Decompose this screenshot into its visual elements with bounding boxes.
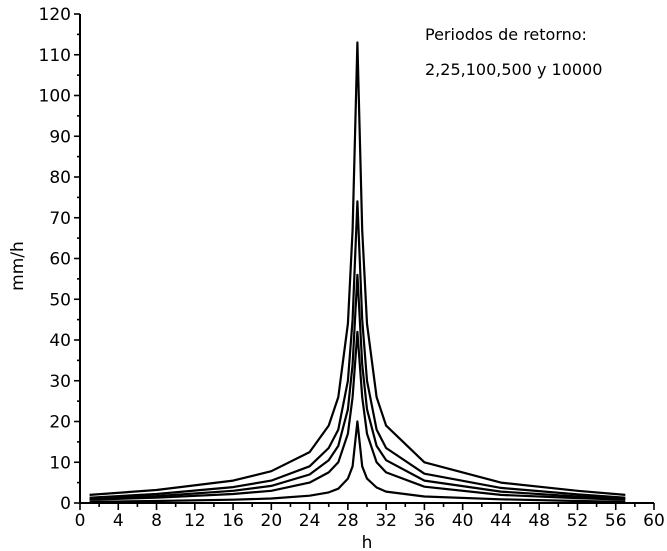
x-tick-label: 32 — [375, 511, 397, 531]
y-tick-label: 0 — [60, 494, 71, 514]
x-tick-label: 24 — [299, 511, 321, 531]
x-tick-label: 16 — [222, 511, 244, 531]
x-tick-label: 40 — [452, 511, 474, 531]
y-tick-label: 100 — [39, 87, 71, 107]
y-axis-label: mm/h — [8, 241, 28, 291]
x-tick-label: 0 — [75, 511, 86, 531]
series-line-2 — [89, 330, 626, 501]
series-line-1 — [89, 420, 626, 503]
y-tick-label: 50 — [49, 290, 71, 310]
series-group — [89, 41, 626, 503]
annotation-title: Periodos de retorno: — [425, 25, 587, 44]
x-tick-label: 36 — [414, 511, 436, 531]
y-tick-label: 20 — [49, 413, 71, 433]
x-tick-label: 12 — [184, 511, 206, 531]
x-tick-label: 20 — [261, 511, 283, 531]
series-line-5 — [89, 41, 626, 496]
y-tick-label: 60 — [49, 250, 71, 270]
y-tick-label: 90 — [49, 127, 71, 147]
y-tick-label: 70 — [49, 209, 71, 229]
series-line-3 — [89, 273, 626, 500]
x-tick-label: 56 — [605, 511, 627, 531]
x-tick-label: 52 — [567, 511, 589, 531]
x-tick-label: 8 — [151, 511, 162, 531]
x-tick-label: 28 — [337, 511, 359, 531]
y-tick-label: 120 — [39, 5, 71, 25]
x-tick-label: 48 — [528, 511, 550, 531]
y-tick-label: 40 — [49, 331, 71, 351]
x-tick-label: 44 — [490, 511, 512, 531]
x-axis-label: h — [362, 533, 373, 551]
y-ticks: 0 10 20 30 40 50 60 70 80 90 100 110 120 — [39, 5, 80, 514]
series-line-4 — [89, 200, 626, 499]
x-tick-label: 60 — [643, 511, 665, 531]
y-tick-label: 110 — [39, 46, 71, 66]
x-ticks: 0 4 8 12 16 20 24 28 32 36 40 44 48 52 56 60 — [75, 503, 665, 531]
y-tick-label: 80 — [49, 168, 71, 188]
y-tick-label: 10 — [49, 453, 71, 473]
y-tick-label: 30 — [49, 372, 71, 392]
annotation-periods: 2,25,100,500 y 10000 — [425, 60, 602, 79]
x-tick-label: 4 — [113, 511, 124, 531]
